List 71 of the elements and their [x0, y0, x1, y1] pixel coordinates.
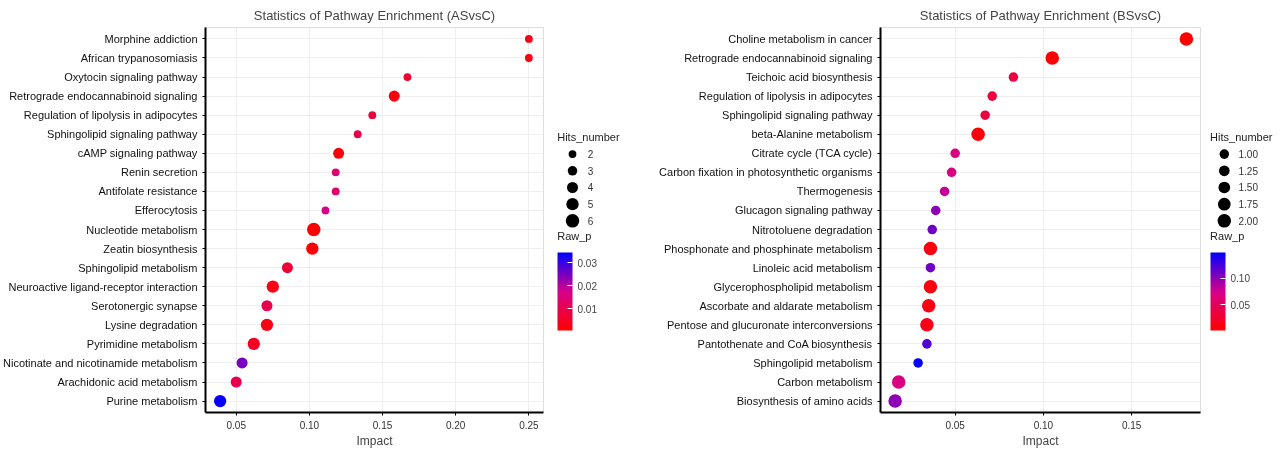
y-tick-label: Biosynthesis of amino acids	[736, 395, 873, 408]
y-tick-label: Sphingolipid metabolism	[78, 261, 198, 274]
x-tick-label: 0.05	[945, 419, 966, 431]
y-tick-label: Lysine degradation	[104, 318, 198, 331]
legend-title: Hits_number	[1210, 131, 1273, 144]
y-tick-label: Sphingolipid signaling pathway	[47, 128, 198, 141]
y-tick-label: Choline metabolism in cancer	[728, 32, 873, 45]
y-tick-label: Sphingolipid signaling pathway	[722, 109, 873, 122]
legend-label: 1.50	[1238, 182, 1259, 194]
color-bar-title: Raw_p	[1210, 230, 1245, 243]
y-tick-label: Purine metabolism	[106, 395, 198, 408]
legend-label: 6	[587, 215, 594, 227]
legend-title: Hits_number	[557, 131, 620, 144]
x-tick-label: 0.25	[519, 419, 540, 431]
y-tick-label: Linoleic acid metabolism	[752, 261, 873, 274]
y-tick-label: Glycerophospholipid metabolism	[713, 280, 873, 293]
color-bar-label: 0.05	[1230, 299, 1251, 311]
y-tick-label: Ascorbate and aldarate metabolism	[699, 299, 873, 312]
y-tick-label: Thermogenesis	[796, 185, 873, 198]
legend-label: 1.25	[1238, 165, 1259, 177]
y-tick-label: Carbon metabolism	[777, 376, 873, 388]
x-tick-label: 0.10	[1033, 419, 1054, 431]
legend-label: 1.00	[1238, 149, 1259, 161]
color-bar-title: Raw_p	[557, 230, 592, 243]
y-tick-label: Retrograde endocannabinoid signaling	[9, 90, 198, 103]
color-bar-label: 0.03	[577, 257, 598, 269]
x-tick-label: 0.15	[372, 419, 393, 431]
y-tick-label: Glucagon signaling pathway	[734, 204, 873, 217]
y-tick-label: Pentose and glucuronate interconversions	[667, 318, 873, 331]
y-tick-label: cAMP signaling pathway	[77, 147, 198, 160]
chart-title: Statistics of Pathway Enrichment (ASvsC)	[253, 7, 496, 23]
y-tick-label: Pyrimidine metabolism	[86, 337, 198, 350]
y-tick-label: Antifolate resistance	[98, 185, 198, 198]
y-tick-label: Nucleotide metabolism	[86, 223, 198, 236]
y-tick-label: Pantothenate and CoA biosynthesis	[697, 337, 873, 350]
legend-label: 5	[587, 199, 594, 211]
x-tick-label: 0.20	[445, 419, 466, 431]
y-tick-label: Renin secretion	[121, 166, 198, 179]
legend-label: 1.75	[1238, 199, 1259, 211]
y-tick-label: Neuroactive ligand-receptor interaction	[8, 280, 198, 293]
y-tick-label: Regulation of lipolysis in adipocytes	[23, 109, 198, 122]
y-tick-label: Retrograde endocannabinoid signaling	[684, 52, 873, 64]
x-axis-title: Impact	[356, 433, 394, 448]
y-tick-label: Serotonergic synapse	[91, 299, 198, 312]
y-tick-label: Sphingolipid metabolism	[753, 356, 873, 369]
legend-label: 2.00	[1238, 215, 1259, 227]
y-tick-label: Carbon fixation in photosynthetic organisms	[659, 166, 873, 179]
y-tick-label: Oxytocin signaling pathway	[64, 71, 198, 84]
y-tick-label: Morphine addiction	[104, 32, 198, 45]
chart-title: Statistics of Pathway Enrichment (BSvsC)	[919, 7, 1162, 23]
color-bar-label: 0.10	[1230, 273, 1251, 285]
y-tick-label: Citrate cycle (TCA cycle)	[751, 147, 872, 160]
x-axis-title: Impact	[1022, 433, 1060, 448]
y-tick-label: beta-Alanine metabolism	[751, 128, 873, 141]
legend-label: 2	[587, 149, 594, 161]
y-tick-label: Nitrotoluene degradation	[752, 223, 873, 236]
legend-label: 4	[587, 182, 594, 194]
y-tick-label: African trypanosomiasis	[80, 52, 198, 64]
y-tick-label: Teichoic acid biosynthesis	[745, 71, 873, 84]
color-bar-label: 0.01	[577, 303, 598, 315]
x-tick-label: 0.15	[1121, 419, 1142, 431]
color-bar-label: 0.02	[577, 280, 598, 292]
x-tick-label: 0.05	[226, 419, 247, 431]
y-tick-label: Regulation of lipolysis in adipocytes	[698, 90, 873, 103]
y-tick-label: Nicotinate and nicotinamide metabolism	[3, 356, 198, 369]
x-tick-label: 0.10	[299, 419, 320, 431]
legend-label: 3	[587, 165, 594, 177]
y-tick-label: Efferocytosis	[134, 204, 198, 217]
y-tick-label: Zeatin biosynthesis	[103, 242, 198, 255]
y-tick-label: Arachidonic acid metabolism	[57, 376, 198, 388]
y-tick-label: Phosphonate and phosphinate metabolism	[663, 242, 873, 255]
